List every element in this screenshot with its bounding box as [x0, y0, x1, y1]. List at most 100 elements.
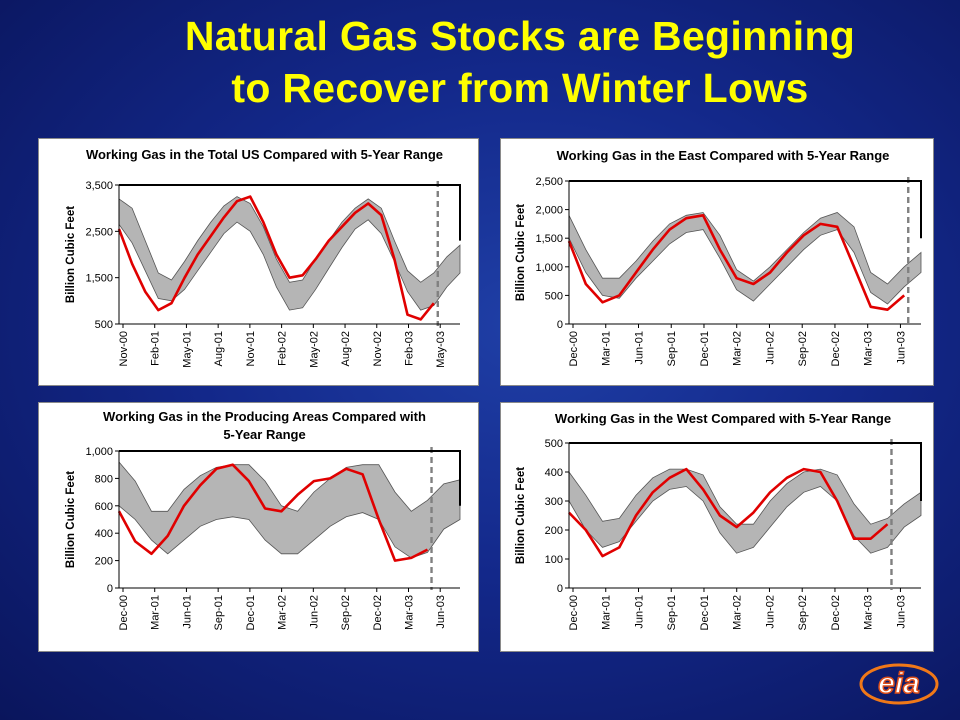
y-tick-label: 0: [557, 583, 563, 595]
x-tick-label: Feb-01: [150, 331, 162, 366]
chart-svg: Working Gas in the East Compared with 5-…: [515, 148, 922, 366]
y-tick-label: 100: [545, 554, 563, 566]
y-tick-label: 400: [545, 467, 563, 479]
y-tick-label: 500: [545, 438, 563, 450]
y-tick-label: 500: [95, 319, 113, 331]
y-tick-label: 2,000: [535, 205, 563, 217]
y-tick-label: 3,500: [85, 180, 113, 192]
chart-title: Working Gas in the Total US Compared wit…: [86, 147, 443, 162]
x-tick-label: May-03: [435, 331, 447, 368]
x-tick-label: Mar-02: [732, 331, 744, 366]
x-tick-label: Mar-02: [277, 595, 289, 630]
x-tick-label: Feb-02: [277, 331, 289, 366]
x-tick-label: Mar-02: [732, 595, 744, 630]
x-tick-label: Sep-01: [666, 595, 678, 630]
y-tick-label: 0: [107, 583, 113, 595]
x-tick-label: Nov-02: [372, 331, 384, 366]
x-tick-label: Jun-02: [764, 331, 776, 365]
five-year-range-band: [568, 212, 922, 305]
y-axis-label: Billion Cubic Feet: [65, 471, 77, 568]
x-tick-label: May-01: [181, 331, 193, 368]
plot-frame: [119, 184, 461, 241]
slide-title: Natural Gas Stocks are Beginning to Reco…: [40, 10, 960, 114]
current-stocks-line: [117, 463, 429, 562]
x-tick-label: Mar-01: [150, 595, 162, 630]
y-tick-label: 300: [545, 496, 563, 508]
chart-title: Working Gas in the East Compared with 5-…: [557, 148, 890, 163]
x-tick-label: Jun-01: [633, 595, 645, 629]
slide-title-line-1: Natural Gas Stocks are Beginning: [184, 13, 856, 59]
x-tick-label: Dec-01: [245, 595, 257, 630]
x-tick-label: Jun-01: [633, 331, 645, 365]
x-tick-label: Aug-01: [213, 331, 225, 366]
five-year-range-band: [118, 196, 461, 311]
x-tick-label: Jun-02: [764, 595, 776, 629]
x-tick-label: Jun-03: [895, 331, 907, 365]
y-axis-label: Billion Cubic Feet: [515, 467, 527, 564]
x-tick-label: Jun-01: [181, 595, 193, 629]
y-tick-label: 1,500: [535, 233, 563, 245]
chart-svg: Working Gas in the Total US Compared wit…: [65, 147, 461, 368]
logo-text: eia: [878, 667, 920, 700]
chart-east: Working Gas in the East Compared with 5-…: [500, 138, 934, 386]
y-tick-label: 800: [95, 473, 113, 485]
slide-title-line-2: to Recover from Winter Lows: [231, 65, 809, 111]
y-tick-label: 1,000: [535, 262, 563, 274]
plot-frame: [119, 450, 461, 506]
x-tick-label: Sep-02: [797, 595, 809, 630]
y-tick-label: 1,500: [85, 273, 113, 285]
eia-logo: eia: [859, 663, 939, 705]
x-tick-label: Mar-03: [863, 595, 875, 630]
y-axis-label: Billion Cubic Feet: [515, 204, 527, 301]
x-tick-label: Nov-01: [245, 331, 257, 366]
x-tick-label: May-02: [308, 331, 320, 368]
x-tick-label: Nov-00: [118, 331, 130, 366]
x-tick-label: Sep-02: [340, 595, 352, 630]
chart-total-us: Working Gas in the Total US Compared wit…: [38, 138, 479, 386]
chart-producing-areas: Working Gas in the Producing Areas Compa…: [38, 402, 479, 652]
y-tick-label: 500: [545, 290, 563, 302]
x-tick-label: Dec-00: [568, 595, 580, 630]
plot-frame: [569, 180, 922, 239]
x-tick-label: Dec-01: [699, 331, 711, 366]
x-tick-label: Mar-03: [863, 331, 875, 366]
x-tick-label: Dec-02: [830, 331, 842, 366]
y-tick-label: 2,500: [535, 176, 563, 188]
y-tick-label: 200: [95, 556, 113, 568]
x-tick-label: Dec-00: [568, 331, 580, 366]
y-tick-label: 0: [557, 319, 563, 331]
y-tick-label: 600: [95, 501, 113, 513]
chart-svg: Working Gas in the West Compared with 5-…: [515, 411, 922, 630]
current-stocks-line: [568, 467, 889, 558]
x-tick-label: Dec-01: [699, 595, 711, 630]
chart-svg: Working Gas in the Producing Areas Compa…: [65, 409, 461, 630]
y-tick-label: 200: [545, 525, 563, 537]
x-tick-label: Jun-03: [895, 595, 907, 629]
current-stocks-line: [117, 195, 435, 321]
y-axis-label: Billion Cubic Feet: [65, 206, 77, 303]
logo-swoosh: [859, 663, 939, 705]
chart-title: Working Gas in the Producing Areas Compa…: [103, 409, 426, 424]
y-tick-label: 2,500: [85, 226, 113, 238]
x-tick-label: Jun-02: [308, 595, 320, 629]
five-year-range-band: [118, 460, 461, 559]
x-tick-label: Sep-01: [213, 595, 225, 630]
plot-frame: [569, 442, 922, 501]
x-tick-label: Feb-03: [403, 331, 415, 366]
y-tick-label: 1,000: [85, 446, 113, 458]
x-tick-label: Dec-00: [118, 595, 130, 630]
x-tick-label: Sep-02: [797, 331, 809, 366]
chart-west: Working Gas in the West Compared with 5-…: [500, 402, 934, 652]
x-tick-label: Mar-01: [601, 595, 613, 630]
x-tick-label: Mar-01: [601, 331, 613, 366]
x-tick-label: Jun-03: [435, 595, 447, 629]
chart-title: Working Gas in the West Compared with 5-…: [555, 411, 891, 426]
chart-title: 5-Year Range: [223, 427, 305, 442]
x-tick-label: Dec-02: [830, 595, 842, 630]
y-tick-label: 400: [95, 528, 113, 540]
x-tick-label: Dec-02: [372, 595, 384, 630]
x-tick-label: Aug-02: [340, 331, 352, 366]
x-tick-label: Mar-03: [403, 595, 415, 630]
x-tick-label: Sep-01: [666, 331, 678, 366]
current-stocks-line: [567, 214, 906, 311]
